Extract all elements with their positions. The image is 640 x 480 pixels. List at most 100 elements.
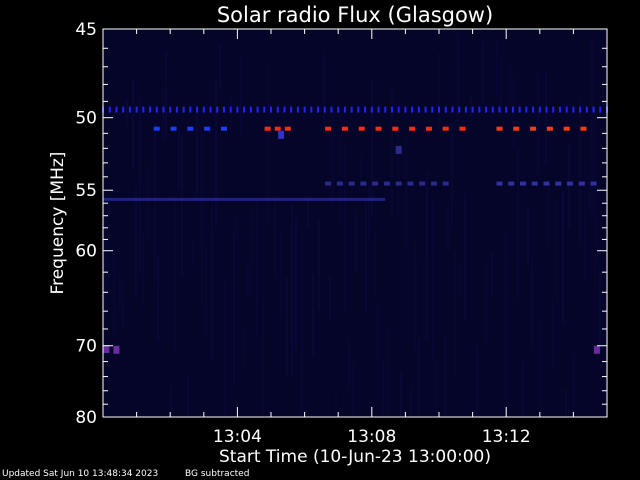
feature-dash <box>520 181 526 186</box>
feature-dash <box>216 106 219 113</box>
feature-dash <box>153 126 160 131</box>
feature-dash <box>513 126 520 131</box>
feature-dash <box>325 126 332 131</box>
feature-dash <box>555 181 562 186</box>
feature-dash <box>270 106 272 113</box>
feature-dash <box>337 106 340 113</box>
feature-dash <box>375 126 382 131</box>
feature-dash <box>360 181 367 186</box>
feature-dash <box>220 126 227 131</box>
feature-dash <box>567 181 574 186</box>
feature-dash <box>458 106 461 113</box>
feature-dash <box>599 106 602 113</box>
feature-dash <box>459 126 466 131</box>
feature-dash <box>424 106 427 113</box>
feature-dash <box>545 106 548 113</box>
feature-dash <box>364 106 367 113</box>
footer-note: BG subtracted <box>185 469 250 479</box>
feature-dash <box>411 106 414 113</box>
feature-dash <box>209 106 212 113</box>
y-tick-label: 55 <box>75 181 97 201</box>
feature-dash <box>580 126 587 131</box>
feature-dot <box>278 130 285 139</box>
feature-dash <box>370 106 373 113</box>
feature-dash <box>496 181 503 186</box>
feature-dash <box>341 126 348 131</box>
feature-dash <box>383 181 390 186</box>
feature-dash <box>358 126 365 131</box>
feature-dash <box>290 106 293 113</box>
feature-dash <box>330 106 333 113</box>
feature-dash <box>357 106 360 113</box>
feature-dash <box>525 106 528 113</box>
feature-dash <box>511 106 514 113</box>
feature-dash <box>552 106 555 113</box>
feature-dot <box>113 345 120 354</box>
y-axis-label: Frequency [MHz] <box>48 152 68 295</box>
feature-dash <box>579 106 582 113</box>
feature-dash <box>350 106 353 113</box>
x-tick-label: 13:08 <box>347 427 396 447</box>
feature-dash <box>546 126 553 131</box>
feature-dash <box>202 106 205 113</box>
feature-dash <box>442 126 449 131</box>
feature-dash <box>558 106 561 113</box>
feature-dash <box>531 181 538 186</box>
feature-dash <box>451 106 454 113</box>
feature-dash <box>276 106 279 113</box>
feature-dash <box>169 106 172 113</box>
feature-dash <box>438 106 440 113</box>
feature-dash <box>263 106 266 113</box>
x-axis-ticks: 13:04 13:08 13:12 <box>102 29 608 447</box>
feature-dash <box>496 126 503 131</box>
feature-dash <box>532 106 535 113</box>
noise-texture <box>104 34 604 417</box>
feature-dash <box>189 106 192 113</box>
feature-dash <box>392 126 399 131</box>
feature-dash <box>417 106 420 113</box>
feature-dot <box>593 345 600 354</box>
spectral-features <box>102 106 608 354</box>
footer-updated: Updated Sat Jun 10 13:48:34 2023 <box>2 469 159 479</box>
feature-dash <box>565 106 568 113</box>
feature-dash <box>336 181 343 186</box>
x-tick-label: 13:04 <box>213 427 262 447</box>
feature-dash <box>274 126 281 131</box>
feature-dash <box>325 181 332 186</box>
feature-dash <box>128 106 131 113</box>
feature-dash <box>498 106 501 113</box>
plot-frame <box>102 28 608 418</box>
feature-dash <box>182 106 185 113</box>
x-tick-label: 13:12 <box>482 427 531 447</box>
feature-dash <box>478 106 481 113</box>
feature-dash <box>390 106 393 113</box>
feature-dash <box>204 126 211 131</box>
feature-dash <box>491 106 494 113</box>
chart-title: Solar radio Flux (Glasgow) <box>217 3 493 27</box>
feature-dash <box>284 126 291 131</box>
feature-dash <box>471 106 474 113</box>
feature-dash <box>135 106 138 113</box>
feature-dash <box>585 106 588 113</box>
feature-dash <box>485 106 488 113</box>
y-tick-label: 80 <box>75 408 97 428</box>
x-axis-label: Start Time (10-Jun-23 13:00:00) <box>219 447 491 467</box>
feature-dash <box>409 126 416 131</box>
feature-dash <box>442 181 449 186</box>
y-tick-label: 50 <box>75 109 97 129</box>
feature-dash <box>249 106 252 113</box>
feature-dash <box>256 106 259 113</box>
feature-dash <box>444 106 447 113</box>
feature-dash <box>563 126 570 131</box>
feature-line <box>103 197 386 201</box>
feature-dash <box>303 106 306 113</box>
feature-dash <box>236 106 239 113</box>
feature-dash <box>543 181 550 186</box>
feature-dash <box>572 106 575 113</box>
feature-dash <box>530 126 537 131</box>
feature-dash <box>108 106 111 113</box>
feature-dash <box>310 106 313 113</box>
feature-dash <box>464 106 467 113</box>
feature-dash <box>590 181 597 186</box>
feature-dash <box>317 106 320 113</box>
